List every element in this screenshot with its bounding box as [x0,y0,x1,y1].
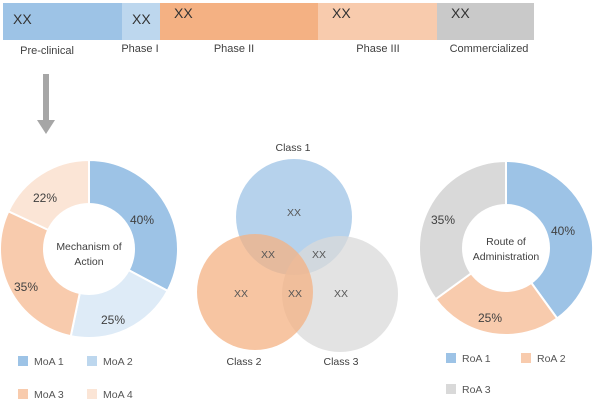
phase-label-phase-1: Phase I [121,43,159,55]
legend-swatch [87,389,97,399]
moa-legend-item-1: MoA 1 [18,356,64,368]
phase-value: XX [332,5,351,21]
moa-donut-chart: Mechanism of Action 40% 25% 35% 22% [0,160,179,339]
phase-segment-phase-3: XX [318,3,437,40]
roa-slice-label-3: 35% [431,213,455,227]
legend-swatch [521,353,531,363]
roa-slice-2 [434,246,559,336]
venn-value-overlap-2-3: XX [288,288,302,300]
moa-legend-item-3: MoA 3 [18,389,64,401]
roa-legend-item-1: RoA 1 [446,353,491,365]
moa-center-title-line1: Mechanism of [56,241,121,253]
roa-slice-3 [418,159,507,301]
phase-label-preclinical: Pre-clinical [20,45,74,57]
venn-value-overlap-1-3: XX [312,249,326,261]
roa-slice-label-2: 25% [478,311,502,325]
phase-value: XX [132,11,151,27]
roa-slice-label-1: 40% [551,224,575,238]
roa-donut-chart: Route of Administration 40% 25% 35% [418,159,593,336]
phase-segment-preclinical: XX [3,3,122,40]
legend-swatch [87,356,97,366]
legend-label: MoA 3 [34,389,64,401]
legend-label: MoA 1 [34,356,64,368]
venn-circle-class-2 [197,234,313,350]
legend-label: RoA 1 [462,353,491,365]
roa-center-title-line2: Administration [473,251,540,263]
legend-swatch [18,389,28,399]
moa-slice-label-2: 25% [101,313,125,327]
venn-value-overlap-1-2: XX [261,249,275,261]
venn-value-class-2: XX [234,288,248,300]
moa-slice-label-4: 22% [33,191,57,205]
roa-donut-hole [462,204,550,292]
roa-legend-item-3: RoA 3 [446,384,491,396]
roa-slice-1 [505,159,593,320]
legend-label: MoA 4 [103,389,133,401]
venn-value-class-3: XX [334,288,348,300]
moa-slice-label-1: 40% [130,213,154,227]
legend-swatch [446,353,456,363]
venn-label-class-3: Class 3 [323,356,358,368]
moa-donut-hole [43,203,135,295]
moa-slice-label-3: 35% [14,280,38,294]
moa-legend-item-4: MoA 4 [87,389,133,401]
venn-value-class-1: XX [287,207,301,219]
venn-circle-class-3 [282,236,398,352]
phase-segment-phase-2: XX [160,3,318,40]
phase-value: XX [13,11,32,27]
legend-label: MoA 2 [103,356,133,368]
moa-center-title-line2: Action [74,256,103,268]
legend-label: RoA 2 [537,353,566,365]
moa-legend-item-2: MoA 2 [87,356,133,368]
legend-swatch [446,384,456,394]
phase-segment-phase-1: XX [122,3,160,40]
phase-label-commercialized: Commercialized [449,43,529,55]
class-venn-diagram: Class 1 Class 2 Class 3 XX XX XX XX XX X… [197,142,398,368]
phase-segment-commercialized: XX [437,3,534,40]
phase-value: XX [174,5,193,21]
phase-label-phase-2: Phase II [213,43,255,55]
roa-center-title-line1: Route of [486,236,526,248]
phase-label-phase-3: Phase III [356,43,400,55]
roa-legend-item-2: RoA 2 [521,353,566,365]
legend-label: RoA 3 [462,384,491,396]
down-arrow-icon [37,74,55,134]
venn-label-class-2: Class 2 [226,356,261,368]
venn-label-class-1: Class 1 [275,142,310,154]
legend-swatch [18,356,28,366]
phase-value: XX [451,5,470,21]
